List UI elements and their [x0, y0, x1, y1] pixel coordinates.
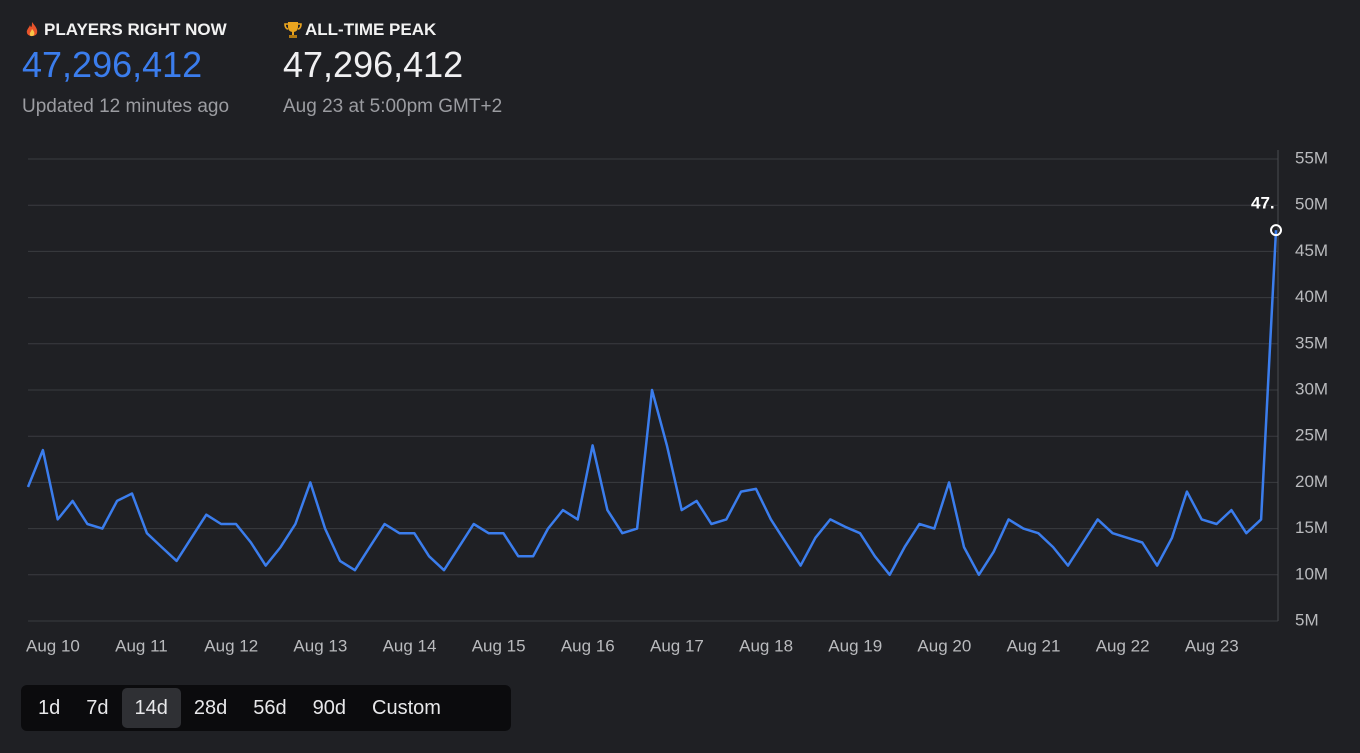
- range-button[interactable]: 7d: [86, 697, 109, 719]
- x-tick-label: Aug 19: [828, 636, 882, 655]
- range-button[interactable]: 28d: [193, 697, 228, 719]
- x-tick-label: Aug 10: [26, 636, 80, 655]
- y-tick-label: 25M: [1295, 426, 1328, 445]
- line: [26, 230, 1278, 577]
- range-button[interactable]: Custom: [372, 697, 441, 719]
- y-tick-label: 45M: [1295, 241, 1328, 260]
- end-marker: [1270, 224, 1282, 237]
- stat-note: Aug 23 at 5:00pm GMT+2: [283, 96, 503, 117]
- x-tick-label: Aug 16: [561, 636, 615, 655]
- x-tick-label: Aug 11: [115, 636, 168, 655]
- all-time-peak: ALL-TIME PEAK 47,296,412 Aug 23 at 5:00p…: [283, 18, 502, 118]
- y-tick-label: 20M: [1295, 472, 1328, 491]
- fire-icon: [26, 22, 38, 37]
- range-selector: 1d 7d 14d 28d 56d 90d Custom: [21, 685, 511, 731]
- current-players: PLAYERS RIGHT NOW 47,296,412 Updated 12 …: [22, 18, 229, 118]
- x-tick-label: Aug 13: [293, 636, 347, 655]
- y-tick-label: 15M: [1295, 518, 1328, 537]
- x-tick-label: Aug 17: [650, 636, 704, 655]
- range-button[interactable]: 1d: [38, 697, 61, 719]
- stat-value: 47,296,412: [22, 44, 203, 85]
- range-button[interactable]: 90d: [312, 697, 346, 719]
- stat-value: 47,296,412: [283, 44, 464, 85]
- trophy-icon: [284, 22, 302, 38]
- y-tick-label: 10M: [1295, 564, 1328, 583]
- y-tick-label: 35M: [1295, 333, 1328, 352]
- x-tick-label: Aug 18: [739, 636, 793, 655]
- x-tick-label: Aug 12: [204, 636, 258, 655]
- y-tick-label: 40M: [1295, 287, 1328, 306]
- annotation: 47.: [1251, 194, 1275, 213]
- stat-label: PLAYERS RIGHT NOW: [44, 20, 227, 39]
- x-tick-label: Aug 21: [1007, 636, 1061, 655]
- x-tick-label: Aug 14: [383, 636, 437, 655]
- range-button[interactable]: 56d: [253, 697, 287, 719]
- y-tick-label: 5M: [1295, 610, 1319, 629]
- y-tick-label: 50M: [1295, 195, 1328, 214]
- x-tick-label: Aug 22: [1096, 636, 1150, 655]
- x-tick-label: Aug 15: [472, 636, 526, 655]
- y-tick-label: 30M: [1295, 379, 1328, 398]
- stat-note: Updated 12 minutes ago: [22, 96, 230, 117]
- x-tick-label: Aug 20: [917, 636, 971, 655]
- y-tick-label: 55M: [1295, 148, 1328, 167]
- range-button[interactable]: 14d: [121, 688, 181, 728]
- x-tick-label: Aug 23: [1185, 636, 1239, 655]
- stat-label: ALL-TIME PEAK: [305, 20, 437, 39]
